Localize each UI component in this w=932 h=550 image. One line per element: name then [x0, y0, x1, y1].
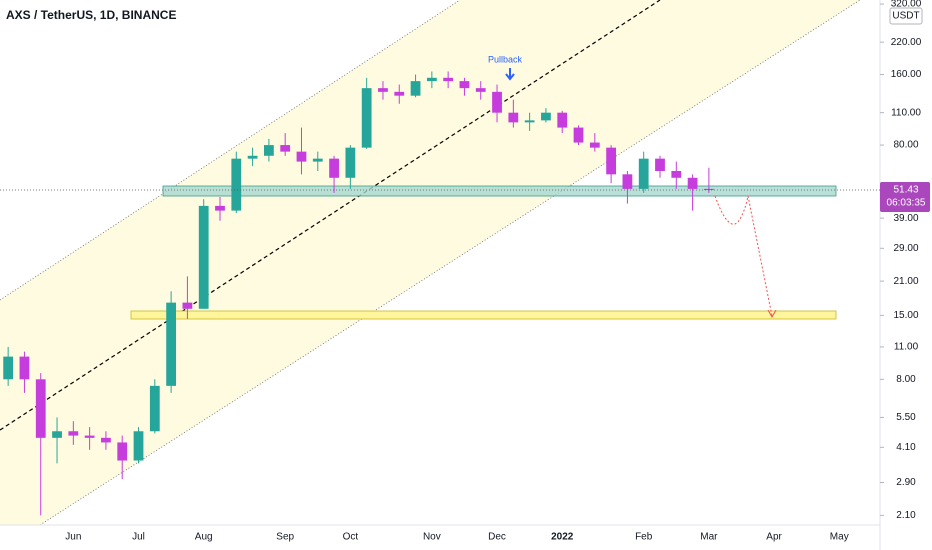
- y-tick-label: 110.00: [891, 107, 921, 118]
- candle-body: [557, 112, 568, 128]
- plot: [3, 71, 714, 516]
- candle-body: [329, 158, 339, 178]
- candle-body: [492, 91, 502, 113]
- y-tick-label: 2.90: [896, 477, 916, 488]
- x-tick-label: Feb: [635, 532, 653, 543]
- x-tick-label: Nov: [423, 532, 441, 543]
- annotation: Pullback: [488, 54, 523, 64]
- candle-body: [247, 155, 258, 159]
- candle-body: [215, 205, 225, 211]
- channel-lower: [39, 0, 861, 526]
- x-tick-label: Mar: [700, 532, 718, 543]
- projection-arrowhead: [767, 309, 777, 319]
- candle-body: [231, 158, 242, 211]
- candle-body: [459, 81, 470, 89]
- candle-body: [3, 356, 14, 380]
- y-tick-label: 29.00: [893, 243, 918, 254]
- candle-body: [443, 77, 454, 82]
- channel-fill: [0, 0, 860, 525]
- countdown: 06:03:35: [887, 198, 926, 209]
- y-tick-label: 4.10: [896, 442, 916, 453]
- candle-body: [410, 81, 421, 96]
- candle-body: [296, 151, 307, 162]
- x-tick-label: Aug: [195, 532, 213, 543]
- y-tick-label: 21.00: [893, 276, 918, 287]
- candle-body: [19, 356, 30, 380]
- last-price-label: 51.43: [893, 185, 918, 196]
- candle-body: [182, 302, 193, 309]
- y-tick-label: 2.10: [896, 510, 916, 521]
- candle-body: [687, 177, 698, 189]
- candle-body: [361, 88, 372, 148]
- y-tick-label: 11.00: [894, 342, 919, 353]
- x-tick-label: May: [830, 532, 849, 543]
- candle-body: [655, 158, 665, 171]
- candle-body: [573, 127, 584, 143]
- x-tick-label: 2022: [551, 532, 574, 543]
- annotation-arrow: [505, 68, 515, 81]
- support-zone: [162, 185, 837, 197]
- candle-body: [394, 91, 405, 96]
- candle-body: [149, 385, 160, 432]
- candle-body: [508, 112, 519, 123]
- candle-body: [68, 431, 79, 436]
- candle-body: [606, 147, 616, 175]
- candle-body: [524, 120, 535, 123]
- candle-body: [345, 147, 356, 178]
- y-tick-label: 320.00: [891, 0, 922, 10]
- currency-box: [889, 7, 923, 25]
- y-tick-label: 80.00: [893, 140, 918, 151]
- y-tick-label: 5.50: [896, 412, 916, 423]
- candle-body: [426, 77, 437, 82]
- candle-body: [133, 431, 144, 461]
- candle-body: [638, 158, 649, 189]
- candle-body: [198, 205, 209, 309]
- chart-title: AXS / TetherUS, 1D, BINANCE: [6, 8, 176, 22]
- x-tick-label: Oct: [343, 532, 359, 543]
- y-tick-label: 8.00: [896, 374, 916, 385]
- currency: USDT: [892, 11, 919, 22]
- y-tick-label: 39.00: [893, 213, 918, 224]
- candle-body: [378, 88, 388, 92]
- x-tick-label: Jul: [132, 532, 145, 543]
- channel-middle: [0, 0, 661, 431]
- candle-body: [101, 437, 111, 443]
- candle-body: [312, 158, 323, 162]
- y-tick-label: 220.00: [891, 37, 922, 48]
- candle-body: [541, 112, 551, 121]
- projection-path: [714, 195, 773, 317]
- x-tick-label: Dec: [488, 532, 506, 543]
- y-tick-label: 160.00: [891, 69, 922, 80]
- candle-body: [35, 379, 46, 438]
- candle-body: [52, 431, 62, 438]
- candle-body: [280, 145, 291, 152]
- candle-body: [671, 170, 682, 178]
- candle-body: [475, 88, 486, 92]
- last-price-box: [880, 182, 930, 213]
- candle-body: [166, 302, 176, 386]
- target-zone: [130, 310, 837, 320]
- x-tick-label: Sep: [276, 532, 294, 543]
- x-tick-label: Jun: [65, 532, 81, 543]
- candle-body: [84, 435, 95, 438]
- candle-body: [117, 442, 128, 461]
- candle-body: [622, 174, 633, 189]
- x-tick-label: Apr: [766, 532, 782, 543]
- candle-body: [264, 145, 274, 156]
- candle-body: [589, 142, 600, 148]
- y-tick-label: 15.00: [893, 310, 918, 321]
- candle-body: [704, 188, 714, 191]
